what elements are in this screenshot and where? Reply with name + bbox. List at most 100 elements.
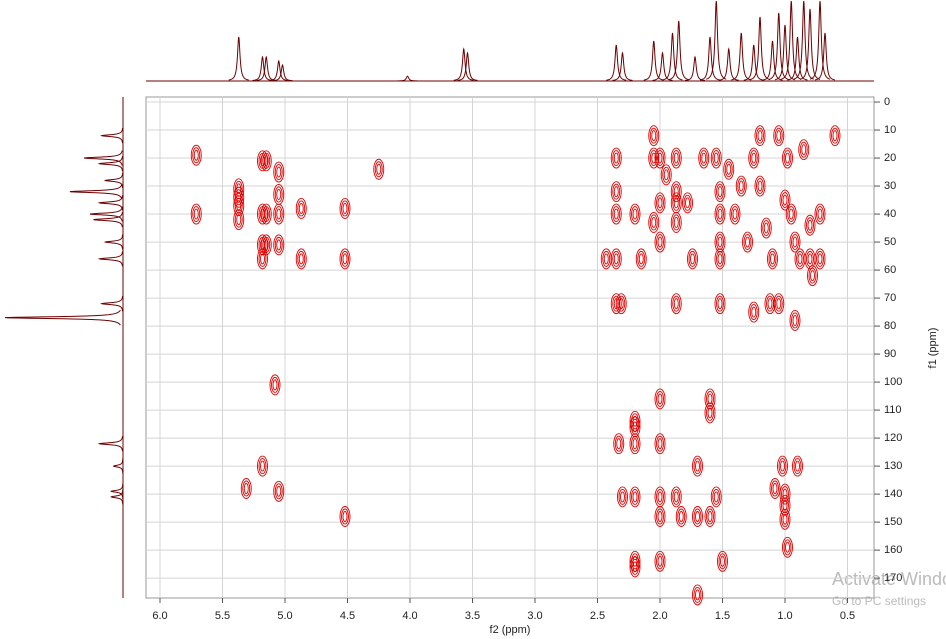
contour [657,438,663,450]
contour [699,150,708,166]
cross-peak [698,147,710,169]
y-tick-label: 70 [884,292,896,304]
contour [295,198,307,219]
contour [707,393,713,405]
contour [779,508,791,530]
contour [707,511,713,522]
contour [612,183,621,200]
cross-peak [710,486,722,508]
contour [257,234,268,256]
contour [342,203,348,214]
contour [754,175,766,197]
contour [648,125,660,147]
contour [263,155,269,167]
contour [693,508,702,525]
contour [787,206,796,223]
contour [373,158,385,180]
contour [193,208,199,220]
cross-peak [735,175,747,197]
contour [657,491,663,503]
contour [773,125,785,147]
cross-peak [610,203,622,225]
contour [748,301,760,323]
cross-peak [629,433,641,455]
contour [695,511,700,522]
cross-peak [654,147,666,169]
contour [632,208,638,220]
contour [613,208,619,220]
f2-projection-peak [768,12,789,80]
contour [816,250,824,267]
contour [704,402,716,424]
contour [724,161,733,178]
contour [612,150,621,166]
cross-peak [654,506,666,527]
contour [638,253,644,265]
contour [651,152,657,164]
contour [748,147,760,169]
contour [743,234,752,251]
contour [695,589,700,601]
contour [629,433,641,455]
cross-peak [789,310,801,331]
cross-peak [610,147,622,169]
contour [236,214,242,226]
cross-peak [814,203,826,225]
y-tick-label: 100 [884,376,902,388]
contour [297,250,306,267]
cross-peak [610,181,622,203]
cross-peak [617,486,628,508]
contour [617,486,628,508]
contour [672,194,681,211]
contour [788,208,794,220]
contour [615,293,627,315]
cross-peak [654,550,666,572]
f2-projection-peak [799,8,821,80]
contour [749,150,758,166]
contour [672,295,681,312]
contour [816,206,824,223]
f1-projection-peak [89,206,123,222]
contour [258,250,267,267]
contour [656,508,664,525]
contour [631,435,639,452]
contour [274,186,283,203]
x-tick-label: 5.0 [277,610,292,622]
cross-peak [648,147,660,169]
contour [620,491,625,503]
f1-projection-peak [97,156,123,172]
contour [797,253,803,265]
x-axis-label: f2 (ppm) [490,624,531,636]
contour [274,206,283,223]
contour [807,219,813,231]
f2-projection-peak [809,0,831,80]
contour [257,203,268,225]
cross-peak [704,402,716,424]
contour [657,393,663,405]
f1-projection-peak [103,234,124,250]
cross-peak [260,150,272,172]
x-tick-label: 2.5 [590,610,605,622]
contour [654,231,666,253]
contour [717,208,723,220]
contour [618,298,624,310]
cross-peak [714,181,726,203]
contour [233,195,245,217]
contour [274,164,283,181]
f1-projection-peak [4,309,121,326]
y-tick-label: 40 [884,208,896,220]
contour [781,511,789,528]
cross-peak [714,293,726,315]
contour [632,421,638,433]
contour [240,478,252,499]
contour [673,491,679,503]
contour [782,194,788,206]
contour [770,253,775,265]
contour [712,150,721,166]
f2-projection-peak [699,36,721,81]
contour [817,208,823,220]
cross-peak [670,293,682,315]
cross-peak [804,214,816,236]
contour [717,298,723,310]
contour [670,181,682,203]
